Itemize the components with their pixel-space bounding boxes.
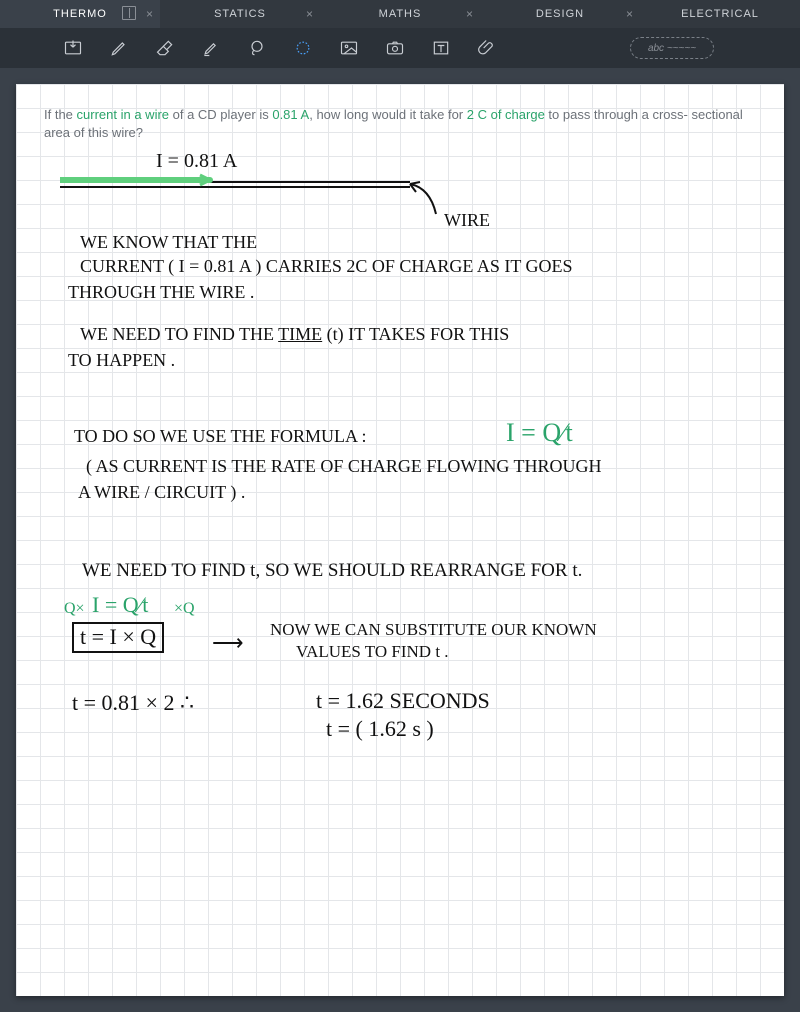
hw-p1a: WE KNOW THAT THE [80,232,257,253]
wire-sketch [60,172,460,232]
highlighter-icon[interactable] [198,35,224,61]
hw-p4: WE NEED TO FIND t, SO WE SHOULD REARRANG… [82,560,582,582]
title-pill-label: abc ~~~~~ [648,43,696,54]
close-icon[interactable]: × [146,7,154,21]
tab-bar: THERMO × STATICS × MATHS × DESIGN × ELEC… [0,0,800,28]
hw-p3a: TO DO SO WE USE THE FORMULA : [74,426,367,447]
tab-maths[interactable]: MATHS × [320,0,480,28]
close-icon[interactable]: × [626,7,634,21]
text-icon[interactable] [428,35,454,61]
tab-label: ELECTRICAL [681,8,759,20]
close-icon[interactable]: × [306,7,314,21]
pen-icon[interactable] [106,35,132,61]
eraser-icon[interactable] [152,35,178,61]
hw-p2a: WE NEED TO FIND THE TIME (t) IT TAKES FO… [80,324,509,345]
tab-label: THERMO [53,8,107,20]
tab-label: DESIGN [536,8,584,20]
import-icon[interactable] [60,35,86,61]
close-icon[interactable]: × [466,7,474,21]
hw-given: I = 0.81 A [156,150,237,173]
split-view-icon[interactable] [122,6,136,23]
hw-t2: t = 1.62 SECONDS [316,688,490,714]
toolbar: abc ~~~~~ [0,28,800,68]
lasso-icon[interactable] [244,35,270,61]
tab-statics[interactable]: STATICS × [160,0,320,28]
hw-p2b: TO HAPPEN . [68,350,175,371]
question-text: If the current in a wire of a CD player … [16,84,784,142]
title-pill[interactable]: abc ~~~~~ [630,37,714,59]
hw-p3c: A WIRE / CIRCUIT ) . [78,482,245,503]
attachment-icon[interactable] [474,35,500,61]
tab-label: MATHS [379,8,422,20]
hw-r3b: VALUES TO FIND t . [296,642,449,662]
shape-icon[interactable] [290,35,316,61]
tab-design[interactable]: DESIGN × [480,0,640,28]
hw-r1-lhs: Q× [64,600,85,618]
canvas-wrap: If the current in a wire of a CD player … [0,68,800,1012]
hw-arrow: ⟶ [212,630,244,656]
hw-r1-rhs: ×Q [174,600,195,618]
tab-label: STATICS [214,8,266,20]
image-icon[interactable] [336,35,362,61]
page[interactable]: If the current in a wire of a CD player … [16,84,784,996]
hw-r3a: NOW WE CAN SUBSTITUTE OUR KNOWN [270,620,597,640]
hw-r2: t = I × Q [72,624,164,650]
hw-p1c: THROUGH THE WIRE . [68,282,254,303]
hw-r1: I = Q⁄t [92,592,148,618]
hw-p1b: CURRENT ( I = 0.81 A ) CARRIES 2C OF CHA… [80,256,573,277]
camera-icon[interactable] [382,35,408,61]
hw-p3b: ( AS CURRENT IS THE RATE OF CHARGE FLOWI… [86,456,602,477]
tab-electrical[interactable]: ELECTRICAL [640,0,800,28]
hw-t1: t = 0.81 × 2 ∴ [72,690,194,716]
hw-formula: I = Q⁄t [506,418,573,448]
tab-thermo[interactable]: THERMO × [0,0,160,28]
hw-wire-label: WIRE [444,210,490,231]
hw-t3: t = ( 1.62 s ) [326,716,434,742]
